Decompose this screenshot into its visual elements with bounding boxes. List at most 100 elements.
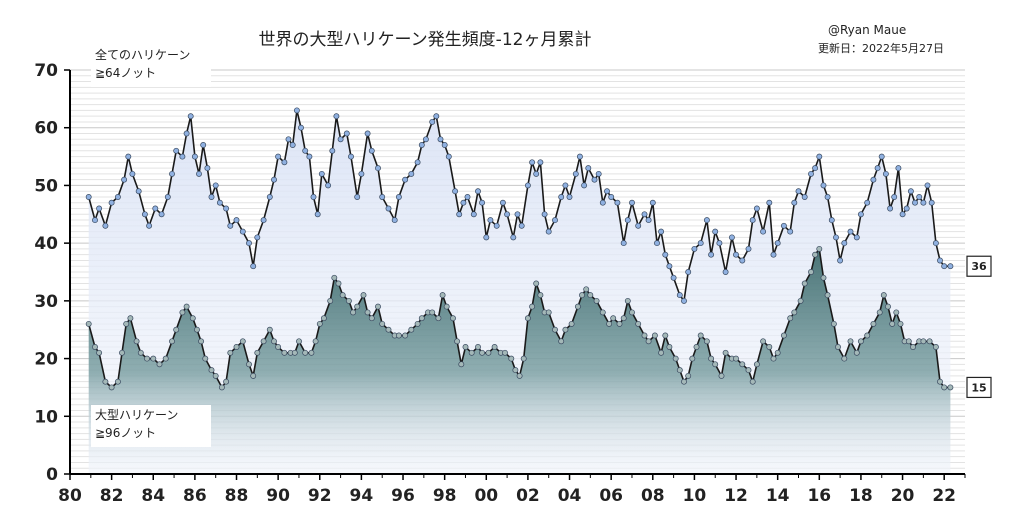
point-major-hurricanes [545,309,552,316]
point-major-hurricanes [162,355,169,362]
point-all-hurricanes [941,263,948,270]
point-major-hurricanes [137,349,144,356]
point-major-hurricanes [254,349,261,356]
point-all-hurricanes [895,165,902,172]
point-all-hurricanes [770,251,777,258]
legend-major-hurricanes: 大型ハリケーン≧96ノット [91,405,211,447]
point-major-hurricanes [774,349,781,356]
point-major-hurricanes [801,280,808,287]
point-all-hurricanes [216,199,223,206]
point-major-hurricanes [662,332,669,339]
point-major-hurricanes [610,315,617,322]
point-all-hurricanes [920,199,927,206]
point-major-hurricanes [780,332,787,339]
point-all-hurricanes [125,153,132,160]
point-major-hurricanes [475,344,481,350]
point-all-hurricanes [853,234,860,241]
x-tick-label: 12 [724,486,748,506]
point-major-hurricanes [250,372,257,379]
point-all-hurricanes [774,240,781,247]
point-major-hurricanes [183,303,190,310]
point-all-hurricanes [697,240,704,247]
y-tick-label: 30 [34,292,58,312]
point-major-hurricanes [593,297,600,304]
point-major-hurricanes [194,326,200,333]
point-all-hurricanes [281,159,288,166]
point-major-hurricanes [350,309,357,316]
credit-label: @Ryan Maue [828,23,906,37]
x-tick-label: 14 [766,486,790,506]
point-major-hurricanes [468,349,475,356]
point-all-hurricanes [375,165,381,172]
point-major-hurricanes [233,344,240,350]
point-all-hurricanes [325,182,332,189]
point-major-hurricanes [787,315,794,322]
point-all-hurricanes [227,222,234,229]
point-all-hurricanes [187,113,194,120]
point-all-hurricanes [514,211,521,218]
point-all-hurricanes [275,153,282,160]
point-all-hurricanes [916,194,923,200]
point-all-hurricanes [614,199,621,206]
point-all-hurricanes [749,217,756,224]
point-major-hurricanes [435,315,442,322]
point-major-hurricanes [198,338,205,345]
point-all-hurricanes [429,118,436,125]
y-tick-label: 70 [34,61,58,81]
point-major-hurricanes [880,292,887,299]
point-all-hurricanes [114,194,121,200]
end-label-major-hurricanes-box [966,376,992,399]
point-all-hurricanes [204,165,211,172]
point-all-hurricanes [422,136,429,143]
point-all-hurricanes [766,199,773,206]
updated-label: 更新日：2022年5月27日 [818,41,944,55]
point-major-hurricanes [889,320,896,327]
point-all-hurricanes [402,176,409,183]
y-tick-label: 20 [34,350,58,370]
point-all-hurricanes [882,170,889,177]
point-major-hurricanes [937,378,943,385]
x-tick-label: 82 [100,486,124,506]
point-major-hurricanes [439,292,446,299]
point-all-hurricanes [708,251,715,258]
point-major-hurricanes [583,286,590,293]
point-all-hurricanes [733,251,739,258]
point-major-hurricanes [502,349,508,356]
point-all-hurricanes [475,188,481,195]
point-major-hurricanes [562,326,569,333]
point-major-hurricanes [681,378,687,385]
point-major-hurricanes [156,361,163,368]
point-major-hurricanes [606,320,613,327]
point-all-hurricanes [629,199,635,206]
end-label-all-hurricanes: 36 [971,260,987,273]
point-major-hurricanes [733,355,739,362]
point-all-hurricanes [820,182,827,189]
x-tick-label: 10 [683,486,707,506]
point-all-hurricanes [907,188,914,195]
point-all-hurricanes [289,142,296,148]
point-all-hurricanes [670,274,677,281]
point-major-hurricanes [169,338,175,345]
point-all-hurricanes [271,176,277,183]
point-all-hurricanes [912,199,918,206]
x-tick-label: 06 [599,486,623,506]
point-major-hurricanes [820,274,827,281]
point-major-hurricanes [320,315,327,322]
y-tick-label: 60 [34,119,58,139]
point-major-hurricanes [824,292,831,299]
point-major-hurricanes [651,332,658,339]
point-all-hurricanes [333,113,340,120]
point-major-hurricanes [529,303,536,310]
point-all-hurricanes [266,194,273,200]
point-all-hurricanes [899,211,906,218]
point-all-hurricanes [739,257,746,264]
point-all-hurricanes [620,240,627,247]
point-major-hurricanes [491,344,498,350]
point-all-hurricanes [483,234,490,241]
legend-label: 全てのハリケーン≧64ノット [95,47,190,80]
point-major-hurricanes [360,292,367,299]
point-major-hurricanes [479,349,486,356]
point-all-hurricanes [441,142,448,148]
point-all-hurricanes [460,199,467,206]
